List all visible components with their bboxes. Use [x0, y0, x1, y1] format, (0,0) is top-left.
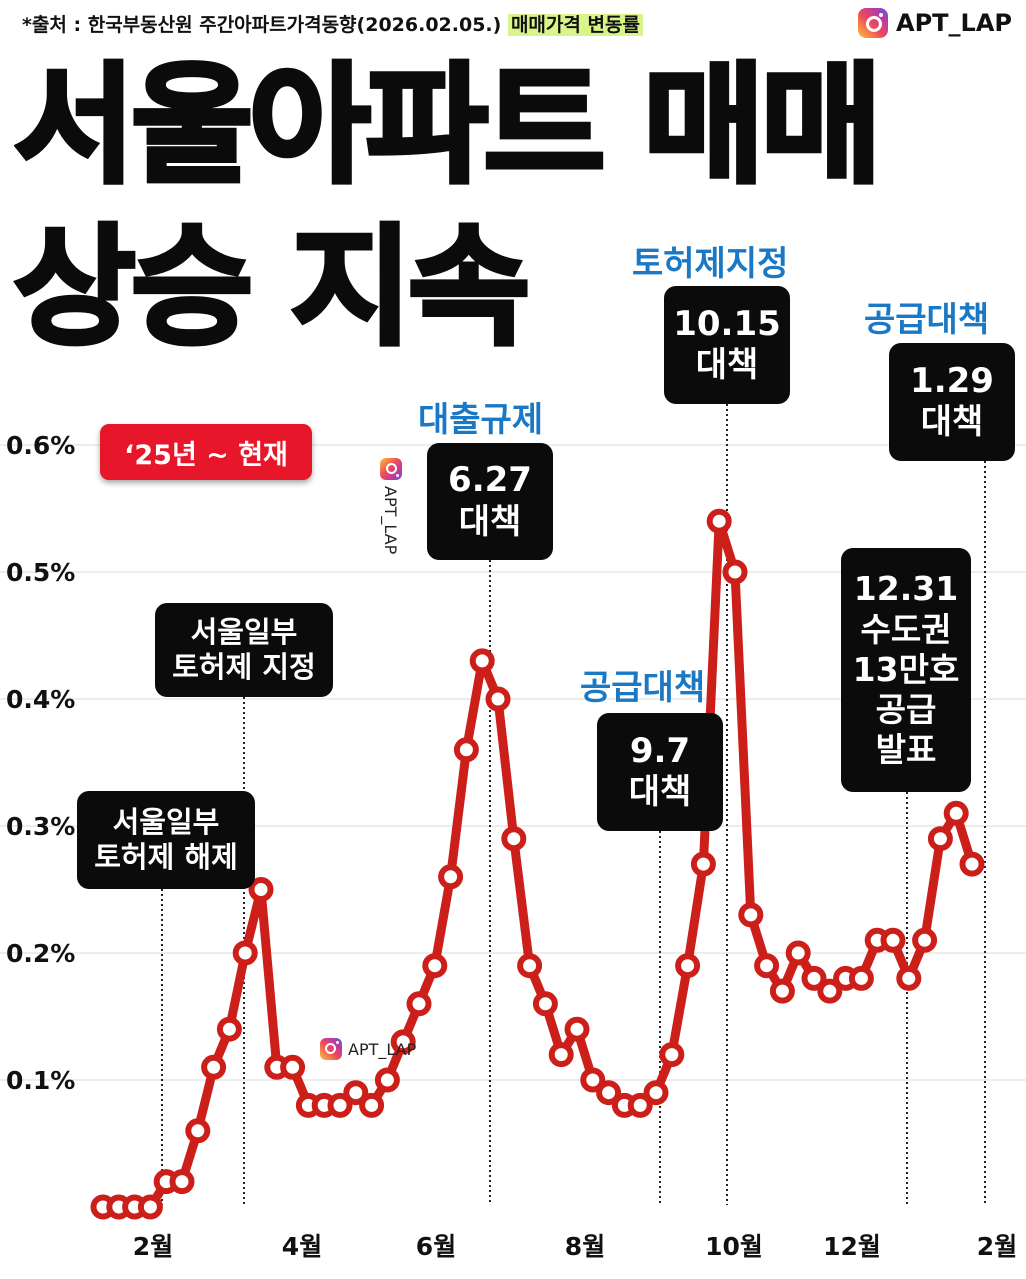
data-point — [643, 1080, 669, 1106]
watermark-vertical: APT_LAP — [380, 458, 402, 554]
title-line-2: 상승 지속 — [12, 212, 533, 364]
watermark-text-vertical: APT_LAP — [381, 486, 401, 555]
y-tick-label: 0.1% — [6, 1066, 75, 1095]
x-tick-label: 2월 — [133, 1232, 173, 1261]
instagram-icon — [320, 1038, 342, 1060]
data-point — [754, 953, 780, 979]
data-point — [675, 953, 701, 979]
annotation-box-129: 1.29 대책 — [889, 343, 1015, 461]
x-tick-label: 8월 — [565, 1232, 605, 1261]
data-point — [485, 686, 511, 712]
data-point — [880, 927, 906, 953]
data-point — [453, 737, 479, 763]
data-point — [517, 953, 543, 979]
data-point — [801, 965, 827, 991]
data-point — [343, 1080, 369, 1106]
title-line-1: 서울아파트 매매 — [11, 50, 884, 202]
data-point — [248, 877, 274, 902]
data-point — [406, 991, 432, 1017]
x-tick-label: 6월 — [416, 1232, 456, 1261]
data-point — [185, 1118, 211, 1144]
data-point — [422, 953, 448, 979]
annotation-box-627: 6.27 대책 — [427, 443, 553, 560]
data-point — [232, 940, 258, 966]
data-point — [327, 1092, 353, 1118]
data-point — [817, 978, 843, 1004]
data-point — [659, 1042, 685, 1068]
data-point — [564, 1016, 590, 1042]
source-text: *출처 : 한국부동산원 주간아파트가격동향(2026.02.05.) — [22, 14, 502, 36]
instagram-handle: APT_LAP — [858, 8, 1012, 38]
annotation-heading-loan: 대출규제 — [418, 400, 544, 440]
data-point — [359, 1092, 385, 1118]
y-tick-label: 0.2% — [6, 939, 75, 968]
instagram-icon — [858, 8, 888, 38]
data-point — [722, 559, 748, 585]
annotation-box-release: 서울일부 토허제 해제 — [77, 791, 255, 889]
y-tick-label: 0.6% — [6, 431, 75, 460]
period-badge: ‘25년 ~ 현재 — [100, 424, 312, 480]
annotation-box-1231: 12.31 수도권 13만호 공급 발표 — [841, 548, 971, 792]
data-point — [216, 1016, 242, 1042]
data-point — [580, 1067, 606, 1093]
source-highlight: 매매가격 변동률 — [507, 14, 643, 36]
data-point — [927, 826, 953, 852]
x-tick-label: 12월 — [823, 1232, 881, 1261]
data-point — [706, 508, 732, 534]
annotation-heading-supply-97: 공급대책 — [580, 668, 706, 708]
data-point — [943, 800, 969, 826]
instagram-icon — [380, 458, 402, 480]
data-point — [501, 826, 527, 852]
data-point — [959, 851, 985, 877]
annotation-box-1015: 10.15 대책 — [664, 286, 790, 404]
annotation-box-97: 9.7 대책 — [597, 713, 723, 831]
data-point — [769, 978, 795, 1004]
data-point — [532, 991, 558, 1017]
data-point — [469, 648, 495, 674]
annotation-heading-supply-129: 공급대책 — [864, 300, 990, 340]
data-point — [169, 1169, 195, 1195]
data-point — [438, 864, 464, 890]
y-tick-label: 0.5% — [6, 558, 75, 587]
data-point — [690, 851, 716, 877]
data-point — [201, 1054, 227, 1080]
data-point — [280, 1054, 306, 1080]
annotation-heading-tohuje: 토허제지정 — [632, 244, 789, 284]
data-point — [137, 1194, 163, 1220]
data-point — [785, 940, 811, 966]
x-tick-label: 10월 — [705, 1232, 763, 1261]
data-point — [374, 1067, 400, 1093]
data-point — [627, 1092, 653, 1118]
data-point — [912, 927, 938, 953]
watermark: APT_LAP — [320, 1038, 416, 1060]
annotation-box-designation: 서울일부 토허제 지정 — [155, 603, 333, 697]
watermark-text: APT_LAP — [348, 1039, 417, 1059]
y-tick-label: 0.3% — [6, 812, 75, 841]
data-point — [896, 965, 922, 991]
data-point — [738, 902, 764, 928]
y-tick-label: 0.4% — [6, 685, 75, 714]
x-tick-label: 2월 — [977, 1232, 1017, 1261]
source-note: *출처 : 한국부동산원 주간아파트가격동향(2026.02.05.) 매매가격… — [22, 10, 643, 37]
data-point — [596, 1080, 622, 1106]
data-point — [548, 1042, 574, 1068]
x-tick-label: 4월 — [282, 1232, 322, 1261]
data-point — [390, 1029, 416, 1055]
instagram-handle-text: APT_LAP — [896, 9, 1012, 37]
data-point — [848, 965, 874, 991]
